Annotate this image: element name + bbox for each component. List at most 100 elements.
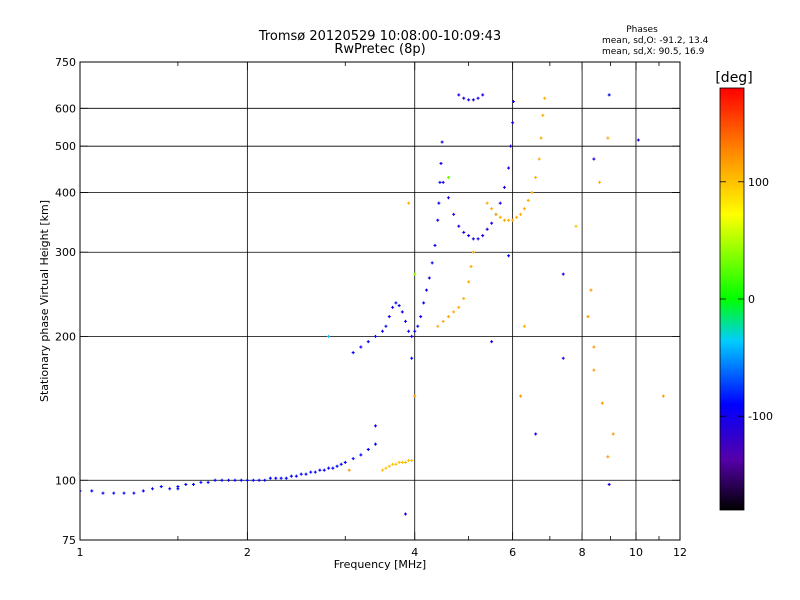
scatter-point	[589, 288, 593, 292]
trace-point	[436, 324, 440, 328]
trace-point	[199, 480, 203, 484]
trace-point	[440, 140, 444, 144]
y-axis-ticks: 75 100 200 300 400 500 600 750	[55, 56, 680, 547]
trace-point	[274, 476, 278, 480]
trace-point	[457, 224, 461, 228]
trace-point	[168, 487, 172, 491]
scatter-point	[600, 401, 604, 405]
trace-point	[397, 460, 401, 464]
trace-point	[359, 453, 363, 457]
scatter-point	[327, 334, 331, 338]
scatter-point	[661, 394, 665, 398]
trace-point	[251, 478, 255, 482]
trace-point	[441, 180, 445, 184]
trace-point	[263, 478, 267, 482]
scatter-point	[586, 315, 590, 319]
trace-point	[233, 478, 237, 482]
trace-point	[184, 482, 188, 486]
x-tick-label: 8	[579, 546, 586, 559]
trace-point	[279, 476, 283, 480]
trace-point	[404, 460, 408, 464]
scatter-point	[636, 138, 640, 142]
trace-point	[359, 345, 363, 349]
trace-point	[366, 340, 370, 344]
x-tick-label: 12	[673, 546, 687, 559]
trace-point	[213, 478, 217, 482]
phases-x-stats: mean, sd,X: 90.5, 16.9	[602, 47, 705, 57]
trace-point	[304, 472, 308, 476]
trace-point	[425, 288, 429, 292]
trace-point	[410, 458, 414, 462]
x-tick-label: 4	[411, 546, 418, 559]
trace-point	[289, 474, 293, 478]
scatter-point	[606, 455, 610, 459]
trace-point	[539, 136, 543, 140]
x-axis-ticks: 1 2 4 6 8 10 12	[77, 62, 687, 559]
x-tick-label: 6	[509, 546, 516, 559]
trace-point	[498, 201, 502, 205]
scatter-point	[598, 180, 602, 184]
trace-point	[502, 218, 506, 222]
trace-point	[404, 319, 408, 323]
trace-point	[490, 207, 494, 211]
trace-point	[471, 237, 475, 241]
x-axis-label: Frequency [MHz]	[334, 558, 426, 571]
trace-point	[101, 491, 105, 495]
trace-point	[384, 466, 388, 470]
trace-point	[537, 157, 541, 161]
trace-point	[122, 491, 126, 495]
scatter-point	[347, 468, 351, 472]
phases-o-stats: mean, sd,O: -91.2, 13.4	[602, 36, 709, 46]
trace-point	[380, 468, 384, 472]
trace-point	[245, 478, 249, 482]
trace-point	[441, 319, 445, 323]
trace-point	[494, 212, 498, 216]
data-points	[80, 93, 665, 516]
trace-point	[471, 98, 475, 102]
y-axis-label: Stationary phase Virtual Height [km]	[38, 200, 51, 402]
trace-point	[407, 458, 411, 462]
trace-point	[446, 196, 450, 200]
trace-point	[394, 301, 398, 305]
y-tick-label: 500	[55, 140, 76, 153]
trace-point	[227, 478, 231, 482]
y-tick-label: 750	[55, 56, 76, 69]
trace-point	[400, 460, 404, 464]
grid	[80, 62, 680, 540]
scatter-point	[407, 201, 411, 205]
trace-point	[490, 221, 494, 225]
trace-point	[511, 218, 515, 222]
trace-point	[159, 485, 163, 489]
scatter-point	[176, 487, 180, 491]
trace-point	[191, 482, 195, 486]
trace-point	[80, 489, 82, 493]
trace-point	[309, 470, 313, 474]
x-tick-label: 2	[244, 546, 251, 559]
trace-point	[534, 175, 538, 179]
trace-point	[343, 460, 347, 464]
trace-point	[462, 230, 466, 234]
scatter-point	[410, 356, 414, 360]
y-tick-label: 75	[62, 534, 76, 547]
trace-point	[543, 96, 547, 100]
trace-point	[327, 466, 331, 470]
trace-point	[410, 334, 414, 338]
trace-point	[526, 198, 530, 202]
scatter-point	[507, 254, 511, 258]
scatter-point	[592, 345, 596, 349]
scatter-point	[561, 272, 565, 276]
scatter-point	[404, 512, 408, 516]
trace-point	[515, 215, 519, 219]
trace-point	[457, 93, 461, 97]
trace-point	[394, 462, 398, 466]
phases-title: Phases	[626, 25, 658, 35]
trace-point	[366, 447, 370, 451]
trace-point	[331, 466, 335, 470]
trace-point	[239, 478, 243, 482]
trace-point	[220, 478, 224, 482]
trace-point	[419, 315, 423, 319]
scatter-point	[490, 340, 494, 344]
trace-point	[446, 315, 450, 319]
trace-point	[437, 201, 441, 205]
trace-point	[150, 487, 154, 491]
